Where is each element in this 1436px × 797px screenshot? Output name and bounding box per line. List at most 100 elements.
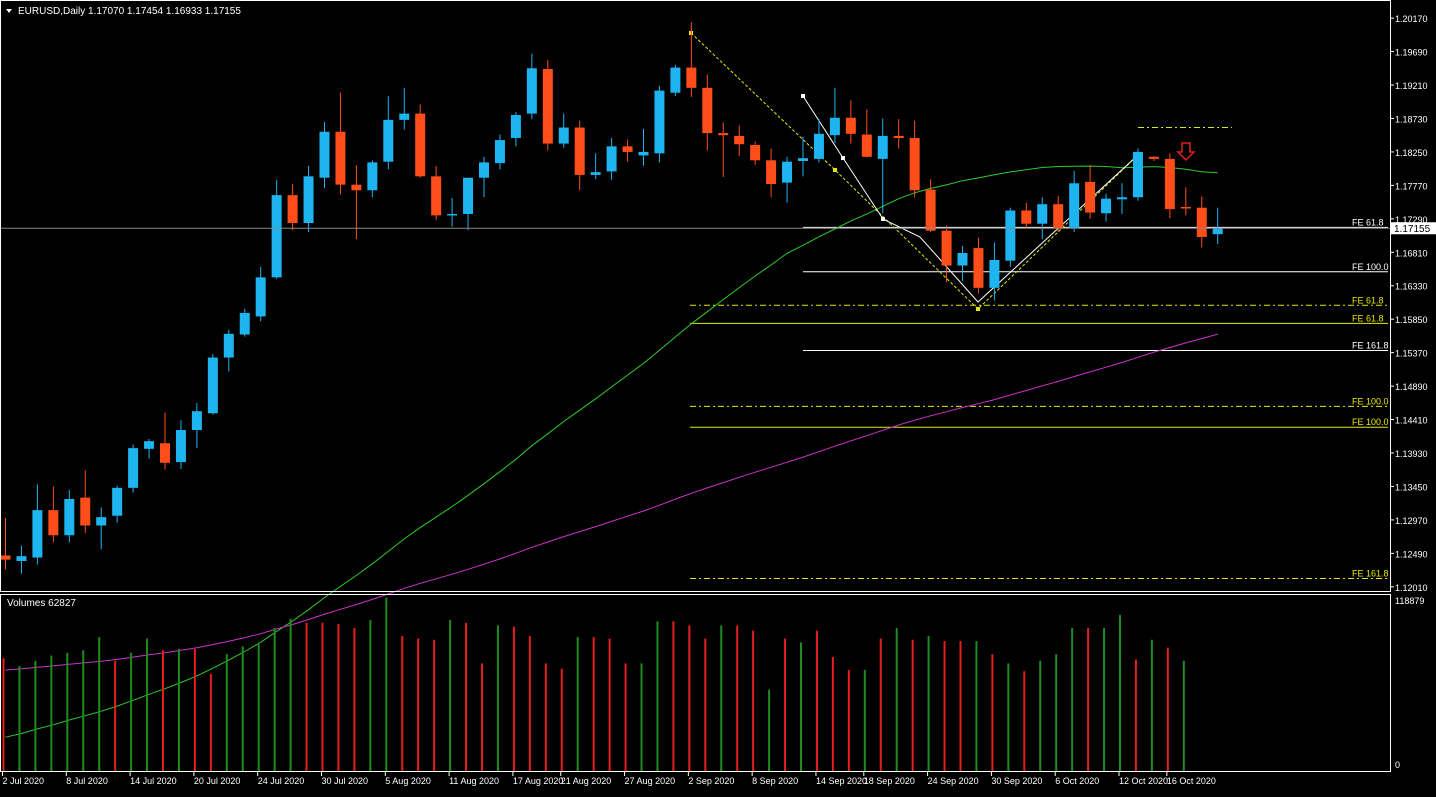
candle-body (925, 189, 936, 231)
candlestick (654, 85, 665, 163)
candlestick (973, 237, 984, 294)
sell-signal-arrow-icon (1176, 142, 1196, 162)
candlestick (798, 136, 808, 177)
price-tick-label: 1.18250 (1395, 148, 1428, 158)
candle-body (973, 248, 984, 288)
candle-body (1164, 158, 1175, 210)
candle-body (463, 177, 474, 214)
candlestick (0, 517, 11, 570)
candlestick (128, 444, 139, 493)
candle-body (798, 158, 808, 161)
candle-body (813, 133, 824, 159)
candlestick (255, 266, 266, 322)
candlestick (1101, 193, 1112, 222)
fib-level-label: FE 61.8 (1352, 295, 1384, 305)
candlestick (447, 197, 458, 227)
candlestick (909, 120, 920, 198)
time-tick-label: 30 Jul 2020 (322, 776, 369, 786)
candle-body (909, 137, 920, 191)
candlestick (877, 118, 888, 214)
candlestick (1069, 170, 1080, 233)
candlestick (160, 412, 170, 470)
moving-averages-layer (5, 165, 1218, 738)
candlestick (542, 59, 553, 151)
price-axis[interactable]: 1.20170 1.19690 1.19210 1.18730 1.18250 1.177… (1390, 14, 1428, 593)
candle-body (1148, 156, 1159, 159)
zigzag-anchor-point (881, 217, 885, 221)
candlestick (1005, 207, 1016, 267)
candlestick (782, 156, 793, 203)
time-tick-label: 21 Aug 2020 (561, 776, 612, 786)
price-tick-label: 1.16810 (1395, 248, 1428, 258)
candle-body (782, 161, 793, 183)
candle-body (32, 510, 43, 558)
candlestick (431, 165, 442, 221)
candle-body (957, 252, 968, 266)
candlestick (175, 420, 186, 470)
candle-body (287, 195, 298, 224)
candle-body (1005, 210, 1016, 261)
candle-body (479, 162, 489, 178)
candle-body (670, 67, 681, 93)
candle-body (750, 144, 761, 161)
candlestick (335, 92, 346, 195)
candle-body (239, 312, 250, 335)
candle-body (542, 68, 553, 144)
candle-body (1021, 210, 1032, 224)
time-tick-label: 8 Sep 2020 (752, 776, 798, 786)
candle-body (255, 277, 266, 317)
candle-body (622, 146, 633, 152)
candlestick (191, 402, 202, 449)
candlestick (303, 165, 314, 233)
time-tick-label: 24 Jul 2020 (258, 776, 305, 786)
candlestick (750, 141, 761, 166)
candlestick (494, 134, 505, 170)
candle-body (383, 119, 394, 162)
candlestick (670, 64, 681, 97)
price-tick-label: 1.13450 (1395, 482, 1428, 492)
candle-body (494, 140, 505, 164)
fib-level-label: FE 61.8 (1352, 217, 1384, 227)
candlestick (207, 354, 218, 415)
dropdown-triangle-icon[interactable] (6, 9, 12, 13)
zigzag-anchor-point (833, 168, 837, 172)
symbol-ohlc-text: EURUSD,Daily 1.17070 1.17454 1.16933 1.1… (18, 6, 241, 17)
candle-body (112, 487, 123, 516)
candle-body (989, 259, 1000, 288)
symbol-header[interactable]: EURUSD,Daily 1.17070 1.17454 1.16933 1.1… (6, 6, 241, 17)
candlestick (989, 242, 1000, 301)
price-tick-label: 1.14410 (1395, 416, 1428, 426)
volumes-indicator-label: Volumes 62827 (7, 598, 76, 609)
candle-body (96, 517, 107, 526)
candle-body (1180, 206, 1191, 209)
candle-body (590, 172, 601, 175)
time-tick-label: 11 Aug 2020 (449, 776, 499, 786)
candle-body (16, 556, 27, 562)
candlestick (351, 165, 362, 240)
price-tick-label: 1.19210 (1395, 81, 1428, 91)
candlestick (271, 179, 282, 279)
volume-bars-layer (2, 597, 1185, 771)
zigzag-anchor-point (976, 307, 980, 311)
time-tick-label: 24 Sep 2020 (928, 776, 979, 786)
candle-body (1212, 227, 1223, 235)
candle-body (877, 135, 888, 159)
candlestick (479, 156, 489, 198)
candlestick (399, 87, 410, 130)
time-tick-label: 20 Jul 2020 (194, 776, 241, 786)
candlestick (1037, 197, 1048, 240)
price-tick-label: 1.17770 (1395, 181, 1428, 191)
time-tick-label: 2 Sep 2020 (688, 776, 734, 786)
candle-body (606, 146, 617, 172)
candlestick (239, 308, 250, 337)
candle-body (80, 497, 91, 526)
candlestick (1021, 202, 1032, 228)
time-axis[interactable]: 2 Jul 2020 8 Jul 2020 14 Jul 2020 20 Jul 20… (2, 772, 1216, 786)
candle-body (191, 411, 202, 431)
candlestick (766, 148, 777, 198)
candle-body (160, 443, 170, 463)
volume-max-label: 118879 (1395, 596, 1424, 606)
candlestick (526, 53, 537, 120)
